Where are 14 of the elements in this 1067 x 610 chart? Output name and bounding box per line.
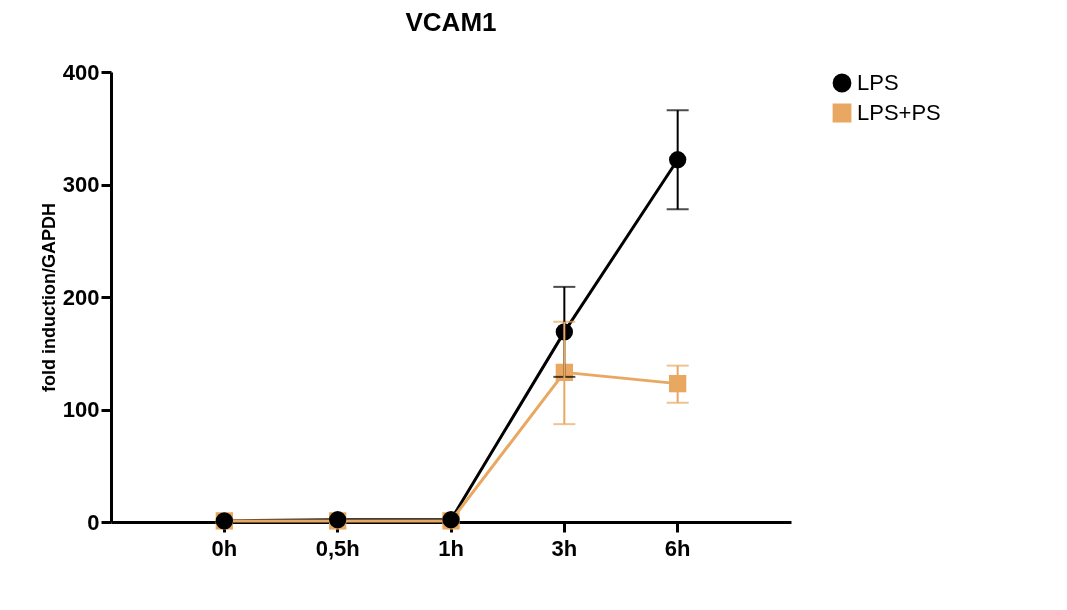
y-tick-label: 100 (62, 397, 100, 422)
x-tick-label: 3h (551, 535, 578, 561)
y-tick-label: 400 (62, 59, 100, 85)
x-tick-label: 0,5h (315, 535, 360, 561)
y-tick-label: 200 (62, 284, 100, 310)
y-axis-title: fold induction/GAPDH (38, 203, 59, 392)
chart-title: VCAM1 (405, 7, 497, 37)
x-tick-label: 1h (438, 535, 464, 561)
y-tick-label: 0 (87, 509, 100, 535)
y-tick-label: 300 (62, 172, 100, 197)
legend-label: LPS (857, 70, 899, 95)
x-tick-label: 0h (211, 535, 238, 561)
legend-label: LPS+PS (857, 100, 941, 125)
x-tick-label: 6h (664, 535, 691, 561)
